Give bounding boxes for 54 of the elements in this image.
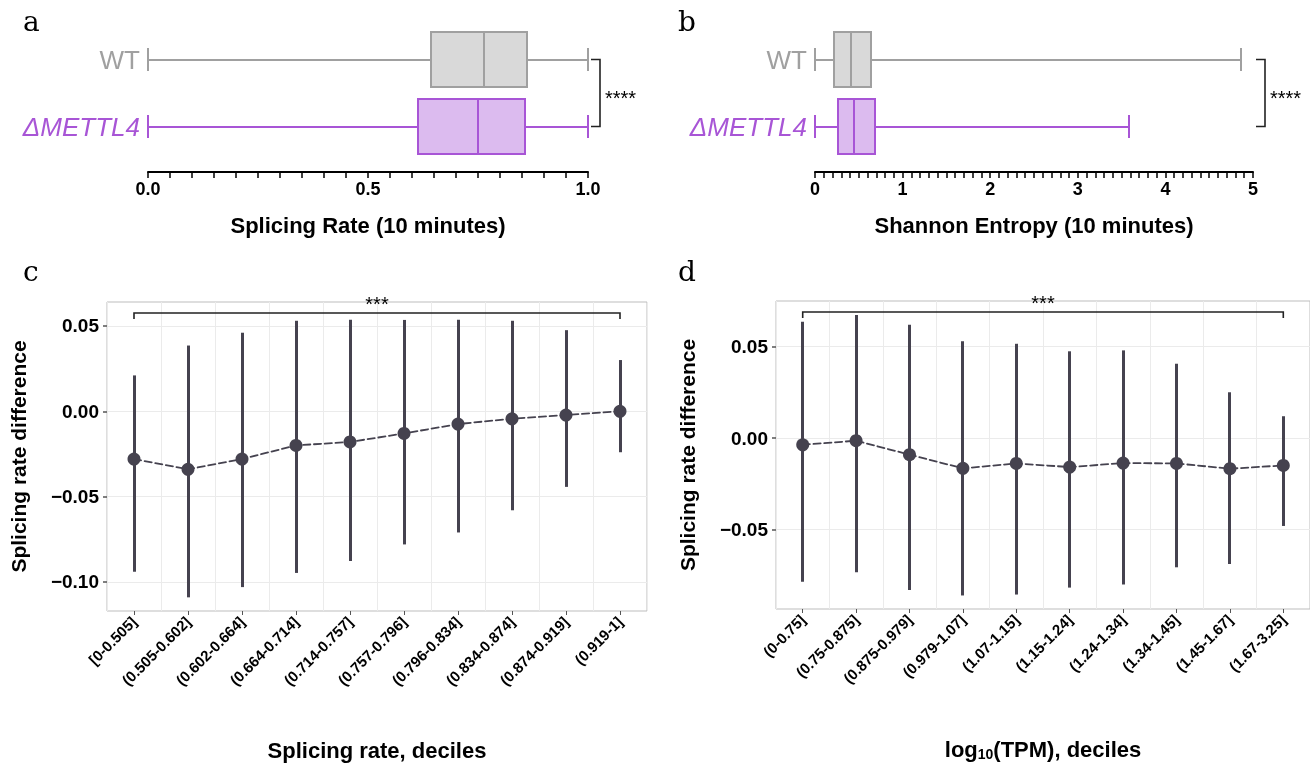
x-tick-label: 5 [1247, 179, 1259, 199]
y-tick-label: WT [766, 44, 808, 75]
x-axis-title: log10(TPM), deciles [944, 736, 1142, 762]
point [1063, 460, 1077, 474]
x-tick-label: 0.5 [355, 179, 381, 199]
point [1116, 456, 1130, 470]
point [1223, 462, 1237, 476]
point [235, 452, 249, 466]
y-tick-label: −0.05 [719, 519, 769, 541]
x-tick-label: 1 [897, 179, 908, 199]
point [1276, 458, 1290, 472]
y-tick-label: 0.05 [731, 336, 769, 358]
point [289, 438, 303, 452]
x-tick-label: 0 [809, 179, 821, 199]
y-axis-title: Splicing rate difference [676, 338, 699, 572]
y-tick-label: WT [99, 44, 141, 75]
text: **** [1270, 87, 1302, 109]
x-tick-label: 4 [1160, 179, 1171, 199]
y-axis-title: Splicing rate difference [7, 340, 30, 573]
x-axis-title: Splicing rate, deciles [267, 737, 487, 763]
y-tick-label: −0.05 [50, 486, 100, 508]
x-tick-label: 0.0 [135, 179, 161, 199]
chart-title: a [23, 4, 40, 38]
point [1009, 456, 1023, 470]
y-tick-label: 0.00 [731, 427, 768, 449]
x-axis-title: Splicing Rate (10 minutes) [230, 212, 506, 238]
point [903, 448, 916, 462]
text: **** [605, 87, 637, 109]
point [181, 462, 195, 476]
point [559, 408, 573, 422]
x-axis-title: Shannon Entropy (10 minutes) [874, 212, 1194, 238]
x-tick-label: 2 [985, 179, 996, 199]
point [505, 412, 519, 426]
point [451, 417, 465, 431]
point [796, 438, 810, 452]
annotation: *** [365, 293, 389, 315]
x-tick-label: 3 [1072, 179, 1083, 199]
point [397, 426, 411, 440]
point [849, 434, 863, 448]
chart-title: d [678, 254, 696, 288]
y-tick-label: −0.10 [50, 571, 99, 593]
chart-title: c [23, 254, 39, 288]
y-tick-label: ΔMETTL4 [21, 111, 140, 142]
chart-title: b [678, 4, 696, 38]
point [613, 404, 627, 418]
point [127, 452, 141, 466]
annotation: *** [1031, 292, 1055, 314]
point [343, 435, 357, 449]
y-tick-label: ΔMETTL4 [688, 111, 807, 142]
y-tick-label: 0.00 [62, 400, 99, 422]
point [1170, 456, 1183, 470]
point [956, 461, 970, 475]
x-tick-label: 1.0 [575, 179, 601, 199]
y-tick-label: 0.05 [62, 315, 100, 337]
